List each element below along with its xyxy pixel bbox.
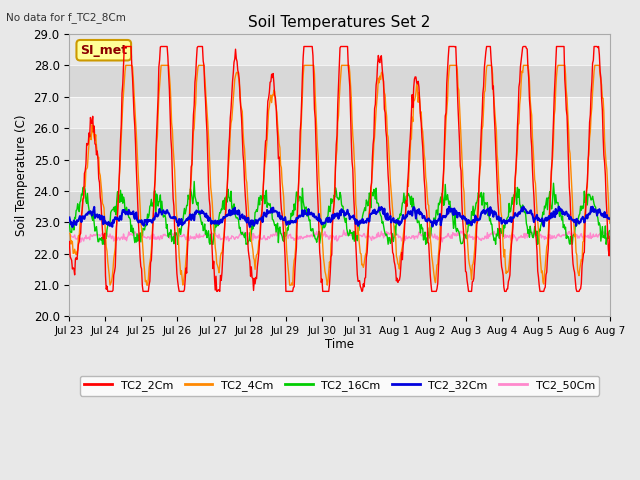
- Bar: [69, 254, 610, 285]
- Bar: [69, 191, 610, 222]
- X-axis label: Time: Time: [325, 337, 354, 350]
- Bar: [69, 222, 610, 254]
- Bar: [69, 97, 610, 128]
- Title: Soil Temperatures Set 2: Soil Temperatures Set 2: [248, 15, 431, 30]
- Bar: [69, 65, 610, 97]
- Bar: [69, 128, 610, 159]
- Bar: [69, 285, 610, 316]
- Y-axis label: Soil Temperature (C): Soil Temperature (C): [15, 114, 28, 236]
- Bar: [69, 159, 610, 191]
- Bar: [69, 34, 610, 65]
- Text: No data for f_TC2_8Cm: No data for f_TC2_8Cm: [6, 12, 126, 23]
- Legend: TC2_2Cm, TC2_4Cm, TC2_16Cm, TC2_32Cm, TC2_50Cm: TC2_2Cm, TC2_4Cm, TC2_16Cm, TC2_32Cm, TC…: [80, 376, 599, 396]
- Text: SI_met: SI_met: [80, 44, 127, 57]
